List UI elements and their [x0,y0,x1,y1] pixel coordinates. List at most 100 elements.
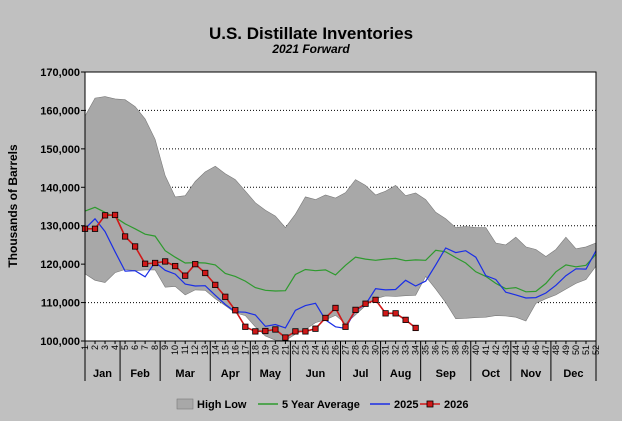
point-2026 [302,328,309,335]
x-tick-label: 4 [110,345,120,350]
x-tick-label: 3 [100,345,110,350]
point-2026 [282,334,289,341]
point-2026 [172,262,179,270]
month-label: Jan [93,368,112,380]
x-tick-label: 26 [330,345,340,355]
point-2026 [382,310,389,317]
x-tick-label: 25 [320,345,330,355]
point-2026 [101,212,109,219]
x-tick-label: 46 [531,345,541,355]
point-2026 [202,269,209,277]
x-tick-label: 29 [361,345,371,355]
x-tick-label: 19 [260,345,270,355]
month-label: May [260,368,282,380]
month-label: Sep [436,368,456,380]
x-tick-label: 45 [521,345,531,355]
y-tick-label: 130,000 [40,221,80,233]
point-2026 [232,307,239,314]
y-axis-label: Thousands of Barrels [6,144,20,268]
point-2026 [352,306,359,313]
y-tick-label: 100,000 [40,336,80,348]
x-tick-label: 6 [130,345,140,350]
x-tick-label: 34 [411,345,421,355]
x-tick-label: 18 [250,345,260,355]
x-tick-label: 30 [371,345,381,355]
point-2026 [152,259,159,267]
point-2026 [192,261,199,268]
month-label: Mar [175,368,195,380]
x-tick-label: 22 [290,345,300,355]
point-2026 [272,326,279,333]
y-tick-label: 140,000 [40,182,80,194]
point-2026 [392,310,399,317]
x-tick-label: 20 [270,345,280,355]
month-label: Oct [482,368,501,380]
x-tick-label: 37 [441,345,451,355]
point-2026 [372,296,379,303]
x-tick-label: 7 [140,345,150,350]
x-tick-label: 12 [190,345,200,355]
x-tick-label: 51 [581,345,591,355]
point-2026 [292,328,299,335]
x-tick-label: 2 [90,345,100,350]
legend-label-2026: 2026 [444,399,468,411]
point-2026 [91,225,99,232]
point-2026 [162,258,169,265]
axis-layer: 100,000 110,000 120,000 130,000 140,000 150,0… [40,67,601,381]
y-tick-label: 120,000 [40,259,80,271]
x-tick-label: 50 [571,345,581,355]
point-2026 [121,233,129,240]
x-tick-label: 15 [220,345,230,355]
month-label: Feb [130,368,150,380]
point-2026 [402,316,409,323]
point-2026 [332,304,339,312]
x-tick-label: 11 [180,345,190,354]
x-tick-label: 28 [351,345,361,355]
x-tick-label: 24 [310,345,320,355]
series-line-2026 [85,214,417,339]
x-tick-label: 40 [471,345,481,355]
legend-label-5-year-average: 5 Year Average [282,399,360,411]
month-label: Jul [353,368,369,380]
y-tick-label: 170,000 [40,67,80,79]
chart-subtitle: 2021 Forward [271,42,350,56]
x-tick-label: 35 [421,345,431,355]
point-2026 [242,323,249,330]
x-tick-label: 21 [280,345,290,355]
x-tick-label: 16 [230,345,240,355]
series-line-5-year-average [84,206,597,293]
legend-label-high-low: High Low [197,399,247,411]
x-tick-label: 31 [381,345,391,355]
x-tick-label: 8 [150,345,160,350]
point-2026 [142,260,149,267]
point-2026 [252,328,259,335]
legend-label-2025: 2025 [394,399,418,411]
month-label: Nov [520,368,542,380]
point-2026 [322,314,329,322]
x-tick-label: 41 [481,345,491,355]
x-tick-label: 38 [451,345,461,355]
x-tick-label: 33 [401,345,411,355]
y-tick-label: 110,000 [41,298,80,310]
x-tick-label: 27 [341,345,351,355]
point-2026 [312,325,319,332]
month-label: Dec [563,368,583,380]
legend: High Low 5 Year Average 2025 2026 [176,398,468,411]
point-2026 [131,243,139,250]
y-tick-label: 160,000 [40,105,80,117]
x-tick-label: 47 [541,345,551,355]
x-tick-label: 32 [391,345,401,355]
x-tick-label: 17 [240,345,250,355]
legend-swatch-high-low [176,398,194,410]
x-tick-label: 49 [561,345,571,355]
series-line-2025 [84,217,597,329]
x-tick-label: 39 [461,345,471,355]
x-tick-label: 13 [200,345,210,355]
point-2026 [111,211,119,219]
x-tick-label: 23 [300,345,310,355]
x-tick-label: 14 [210,345,220,355]
month-label: Aug [390,368,411,380]
x-tick-label: 48 [551,345,561,355]
point-2026 [262,327,269,335]
